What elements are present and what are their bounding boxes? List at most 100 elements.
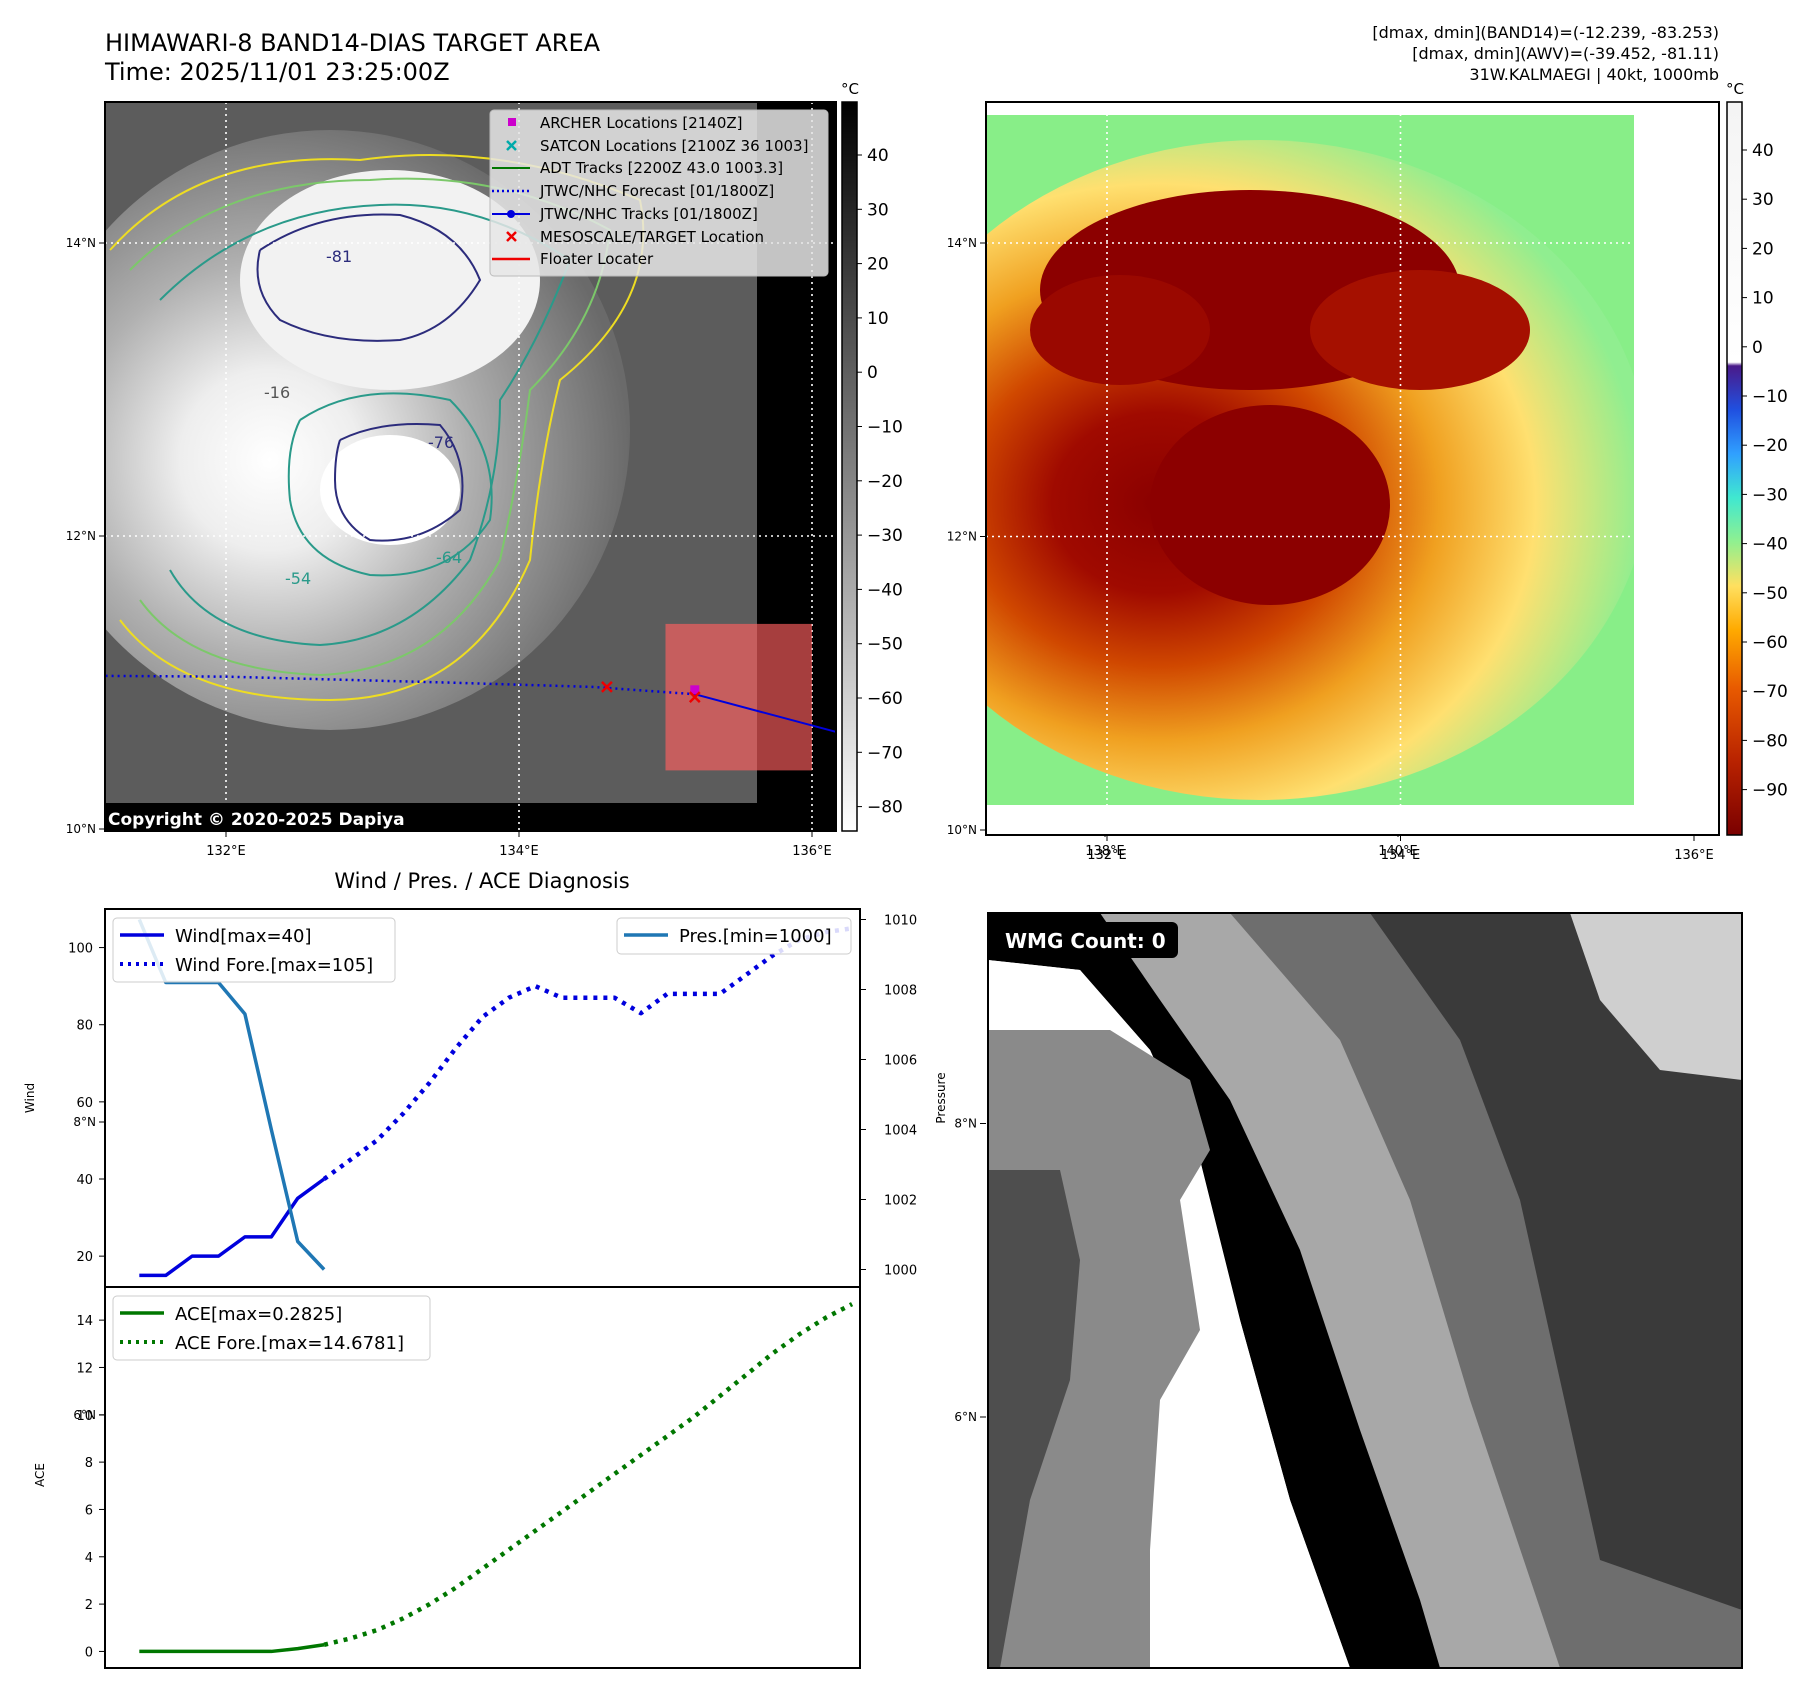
- colorbar-tick-label: −40: [1752, 535, 1788, 555]
- colorbar-tick-label: 30: [1752, 190, 1774, 210]
- ace-tick-label: 10: [76, 1409, 93, 1424]
- colorbar-tick-label: −30: [1752, 485, 1788, 505]
- wind-tick-label: 20: [76, 1250, 93, 1265]
- colorbar-tick-label: 40: [1752, 141, 1774, 161]
- legend-label-target: MESOSCALE/TARGET Location: [540, 228, 764, 246]
- legend-label-adt: ADT Tracks [2200Z 43.0 1003.3]: [540, 159, 783, 177]
- awv-colorbar-ticks: 40 30 20 10 0 −10 −20 −30 −40 −50 −60 −70 −80 −90: [1742, 141, 1788, 801]
- colorbar-tick-label: 40: [867, 146, 889, 166]
- ace-forecast-line: [323, 1302, 854, 1647]
- ir-map-axes: 132°E 134°E 136°E 138°E 140°E 14°N 12°N 10°N 8°N…: [66, 236, 1418, 1422]
- target-point: [601, 681, 613, 693]
- ace-tick-label: 14: [76, 1314, 93, 1329]
- awv-gridlines: [986, 102, 1719, 835]
- lat-tick-label: 10°N: [66, 822, 96, 836]
- ace-tick-label: 6: [85, 1503, 93, 1518]
- ir-colorbar-unit: °C: [841, 80, 859, 98]
- jtwc-forecast-line: [105, 674, 695, 696]
- pressure-y-axis: 1000 1002 1004 1006 1008 1010: [860, 914, 917, 1279]
- wind-tick-label: 60: [76, 1096, 93, 1111]
- colorbar-tick-label: −70: [867, 743, 903, 763]
- legend-label-satcon: SATCON Locations [2100Z 36 1003]: [540, 137, 808, 155]
- awv-imagery: [986, 102, 1719, 835]
- colorbar-tick-label: −80: [867, 798, 903, 818]
- lon-tick-label: 138°E: [1085, 844, 1125, 859]
- ace-tick-label: 8: [85, 1456, 93, 1471]
- wind-line: [139, 1177, 326, 1278]
- wind-y-label: Wind: [23, 1083, 37, 1113]
- x-marker-icon: [506, 140, 517, 151]
- ace-tick-label: 2: [85, 1598, 93, 1613]
- lon-tick-label: 136°E: [792, 844, 832, 859]
- timestamp: Time: 2025/11/01 23:25:00Z: [104, 58, 450, 86]
- target-point: [688, 691, 701, 704]
- legend-wind-fore: Wind Fore.[max=105]: [175, 955, 373, 976]
- legend-label-floater: Floater Locater: [540, 250, 654, 268]
- awv-colorbar: [1726, 101, 1743, 836]
- wind-tick-label: 40: [76, 1173, 93, 1188]
- wmg-panel: WMG Count: 0: [987, 912, 1743, 1669]
- ir-map-panel: -76 -64 -54 -16 -81 Copyright © 2020-202…: [66, 80, 1418, 1422]
- colorbar-tick-label: 30: [867, 200, 889, 220]
- colorbar-tick-label: 0: [1752, 338, 1763, 358]
- ir-colorbar: [841, 101, 858, 832]
- ace-tick-label: 0: [85, 1645, 93, 1660]
- satcon-point: [925, 781, 933, 789]
- ace-y-label: ACE: [33, 1463, 47, 1487]
- colorbar-tick-label: 20: [867, 255, 889, 275]
- lon-tick-label: 134°E: [1381, 848, 1421, 863]
- lat-tick-label: 8°N: [954, 1117, 977, 1131]
- colorbar-tick-label: 10: [1752, 289, 1774, 309]
- colorbar-tick-label: 20: [1752, 239, 1774, 259]
- colorbar-tick-label: −70: [1752, 682, 1788, 702]
- lat-tick-label: 6°N: [954, 1410, 977, 1424]
- pressure-tick-label: 1000: [884, 1264, 917, 1279]
- awv-colorbar-unit: °C: [1726, 80, 1744, 98]
- wmg-count: WMG Count: 0: [1005, 929, 1166, 953]
- info-storm: 31W.KALMAEGI | 40kt, 1000mb: [1469, 65, 1719, 84]
- lat-tick-label: 12°N: [947, 530, 977, 544]
- contour-label: -64: [436, 548, 462, 567]
- colorbar-tick-label: −10: [1752, 387, 1788, 407]
- legend-box: [616, 917, 852, 955]
- lat-tick-label: 12°N: [66, 529, 96, 543]
- wmg-frame: [987, 912, 1743, 1669]
- colorbar-tick-label: −30: [867, 526, 903, 546]
- lat-tick-label: 10°N: [947, 823, 977, 837]
- colorbar-tick-label: −50: [867, 635, 903, 655]
- ace-tick-label: 12: [76, 1361, 93, 1376]
- wind-tick-label: 100: [68, 942, 93, 957]
- diagnosis-title: Wind / Pres. / ACE Diagnosis: [334, 869, 629, 893]
- ace-chart: 0 2 4 6 8 10 12 14 ACE ACE[max=0.2825] ACE Fore…: [33, 1286, 861, 1669]
- storm-tracks: [105, 674, 1161, 870]
- legend-label-archer: ARCHER Locations [2140Z]: [540, 114, 743, 132]
- legend-label-jtwc-tracks: JTWC/NHC Tracks [01/1800Z]: [539, 205, 758, 223]
- legend-ace-fore: ACE Fore.[max=14.6781]: [175, 1333, 404, 1354]
- wind-forecast-line: [322, 926, 853, 1181]
- wind-pressure-chart: 20 40 60 80 100 1000 1002 1004 1006 1008 1010 Win…: [23, 908, 948, 1288]
- lat-tick-label: 6°N: [73, 1408, 96, 1422]
- ir-legend: ARCHER Locations [2140Z] SATCON Location…: [489, 109, 829, 277]
- colorbar-tick-label: 0: [867, 363, 878, 383]
- ace-line: [139, 1643, 325, 1654]
- legend-box: [112, 917, 396, 983]
- x-marker-icon: [506, 231, 517, 242]
- colorbar-tick-label: −20: [867, 472, 903, 492]
- dot-marker-icon: [507, 210, 515, 218]
- info-band14: [dmax, dmin](BAND14)=(-12.239, -83.253): [1372, 23, 1719, 42]
- awv-map-frame: [985, 101, 1720, 836]
- copyright: Copyright © 2020-2025 Dapiya: [108, 810, 405, 830]
- info-awv: [dmax, dmin](AWV)=(-39.452, -81.11): [1412, 44, 1719, 63]
- wmg-imagery: [988, 913, 1742, 1668]
- lon-tick-label: 140°E: [1378, 844, 1418, 859]
- archer-point: [1152, 861, 1161, 870]
- colorbar-tick-label: −90: [1752, 781, 1788, 801]
- pressure-tick-label: 1008: [884, 984, 917, 999]
- colorbar-tick-label: −80: [1752, 731, 1788, 751]
- legend-pressure: Pres.[min=1000]: [679, 926, 832, 947]
- lon-tick-label: 136°E: [1674, 848, 1714, 863]
- archer-point: [690, 685, 700, 695]
- lon-tick-label: 134°E: [499, 844, 539, 859]
- lat-tick-label: 14°N: [66, 236, 96, 250]
- legend-box: [112, 1295, 431, 1361]
